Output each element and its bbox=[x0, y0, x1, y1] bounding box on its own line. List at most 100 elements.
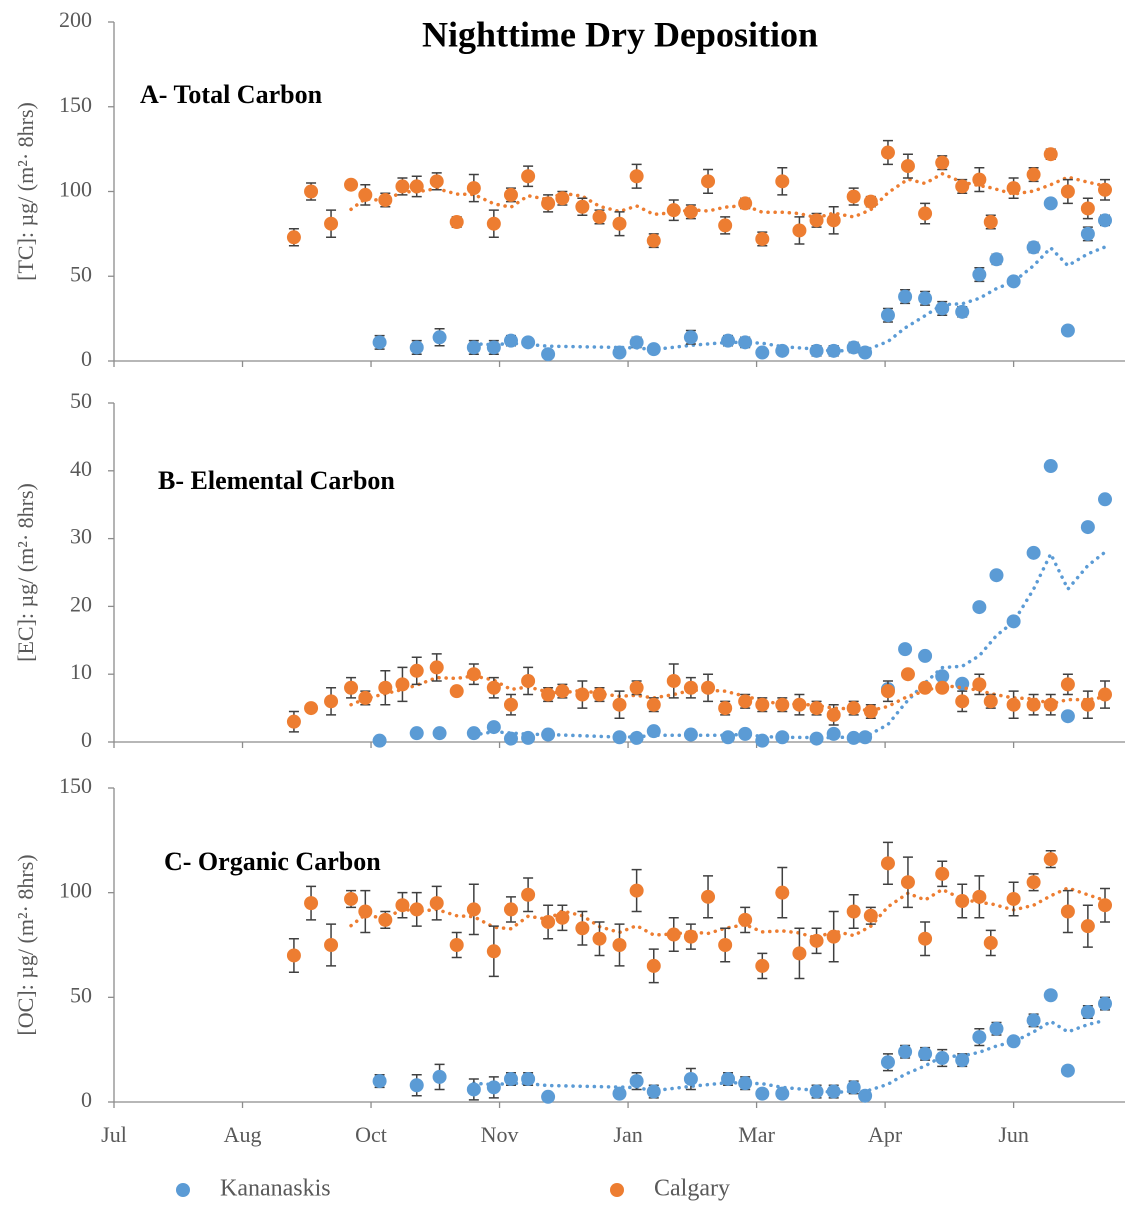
y-tick-label: 100 bbox=[59, 177, 92, 202]
data-point bbox=[503, 731, 518, 746]
data-point bbox=[858, 730, 873, 745]
data-point bbox=[775, 174, 790, 189]
data-point bbox=[486, 680, 501, 695]
data-point bbox=[1043, 147, 1058, 162]
data-point bbox=[1026, 875, 1041, 890]
data-point bbox=[1026, 1013, 1041, 1028]
data-point bbox=[372, 733, 387, 748]
panel-title: C- Organic Carbon bbox=[164, 847, 381, 876]
data-point bbox=[466, 726, 481, 741]
data-point bbox=[755, 958, 770, 973]
data-point bbox=[521, 1071, 536, 1086]
data-point bbox=[738, 912, 753, 927]
data-point bbox=[612, 938, 627, 952]
data-point bbox=[880, 308, 895, 323]
data-point bbox=[646, 233, 661, 248]
y-tick-label: 150 bbox=[59, 773, 92, 798]
data-point bbox=[792, 697, 807, 712]
data-point bbox=[592, 931, 607, 946]
data-point bbox=[918, 931, 933, 946]
data-point bbox=[1080, 201, 1095, 216]
data-point bbox=[809, 701, 824, 716]
data-point bbox=[1043, 196, 1058, 211]
data-point bbox=[592, 687, 607, 702]
data-point bbox=[1080, 1004, 1095, 1019]
data-point bbox=[395, 179, 410, 194]
x-tick-label: Mar bbox=[738, 1122, 775, 1147]
data-point bbox=[755, 231, 770, 246]
data-point bbox=[409, 340, 424, 355]
data-point bbox=[629, 680, 644, 695]
x-tick-label: Jun bbox=[998, 1122, 1029, 1147]
data-point bbox=[792, 223, 807, 238]
y-tick-label: 30 bbox=[70, 524, 92, 549]
data-point bbox=[521, 169, 536, 184]
data-point bbox=[701, 889, 716, 904]
data-point bbox=[1006, 181, 1021, 196]
y-tick-label: 10 bbox=[70, 659, 92, 684]
data-point bbox=[826, 343, 841, 358]
y-axis-label: [OC]: µg/ (m²· 8hrs) bbox=[13, 854, 38, 1035]
data-point bbox=[1006, 274, 1021, 289]
data-point bbox=[1060, 677, 1075, 692]
data-point bbox=[612, 730, 627, 745]
legend-label: Calgary bbox=[654, 1176, 730, 1202]
data-point bbox=[432, 726, 447, 741]
data-point bbox=[395, 898, 410, 913]
x-tick-label: Jul bbox=[101, 1122, 127, 1147]
data-point bbox=[486, 216, 501, 231]
data-point bbox=[372, 335, 387, 350]
data-point bbox=[718, 938, 733, 952]
data-point bbox=[983, 694, 998, 709]
data-point bbox=[718, 701, 733, 716]
data-point bbox=[409, 179, 424, 194]
data-point bbox=[409, 663, 424, 678]
data-point bbox=[1060, 1063, 1075, 1078]
data-point bbox=[738, 726, 753, 741]
data-point bbox=[449, 215, 464, 230]
data-point bbox=[989, 1021, 1004, 1036]
data-point bbox=[826, 707, 841, 722]
data-point bbox=[701, 174, 716, 189]
data-point bbox=[541, 347, 556, 362]
data-point bbox=[429, 896, 444, 911]
panel-title: A- Total Carbon bbox=[140, 80, 323, 109]
data-point bbox=[983, 215, 998, 230]
data-point bbox=[683, 1071, 698, 1086]
data-point bbox=[358, 904, 373, 919]
data-point bbox=[900, 667, 915, 682]
data-point bbox=[955, 894, 970, 909]
data-point bbox=[286, 230, 301, 245]
y-axis-label: [TC]: µg/ (m²· 8hrs) bbox=[13, 102, 38, 281]
data-point bbox=[646, 697, 661, 712]
data-point bbox=[809, 343, 824, 358]
data-point bbox=[846, 904, 861, 919]
data-point bbox=[863, 704, 878, 719]
data-point bbox=[503, 333, 518, 348]
data-point bbox=[755, 345, 770, 360]
legend-marker bbox=[610, 1183, 624, 1197]
data-point bbox=[1060, 184, 1075, 199]
data-point bbox=[775, 885, 790, 900]
data-point bbox=[646, 342, 661, 357]
legend-marker bbox=[176, 1183, 190, 1197]
data-point bbox=[629, 883, 644, 898]
data-point bbox=[918, 680, 933, 695]
data-point bbox=[344, 891, 359, 906]
data-point bbox=[541, 687, 556, 702]
data-point bbox=[846, 189, 861, 204]
data-point bbox=[612, 697, 627, 712]
data-point bbox=[541, 196, 556, 211]
data-point bbox=[666, 203, 681, 218]
data-point bbox=[1043, 852, 1058, 867]
data-point bbox=[409, 726, 424, 741]
data-point bbox=[521, 730, 536, 745]
data-point bbox=[972, 677, 987, 692]
data-point bbox=[486, 944, 501, 959]
data-point bbox=[775, 730, 790, 745]
data-point bbox=[1006, 614, 1021, 629]
data-point bbox=[1098, 213, 1113, 228]
data-point bbox=[1026, 545, 1041, 560]
data-point bbox=[955, 694, 970, 709]
data-point bbox=[629, 1074, 644, 1089]
